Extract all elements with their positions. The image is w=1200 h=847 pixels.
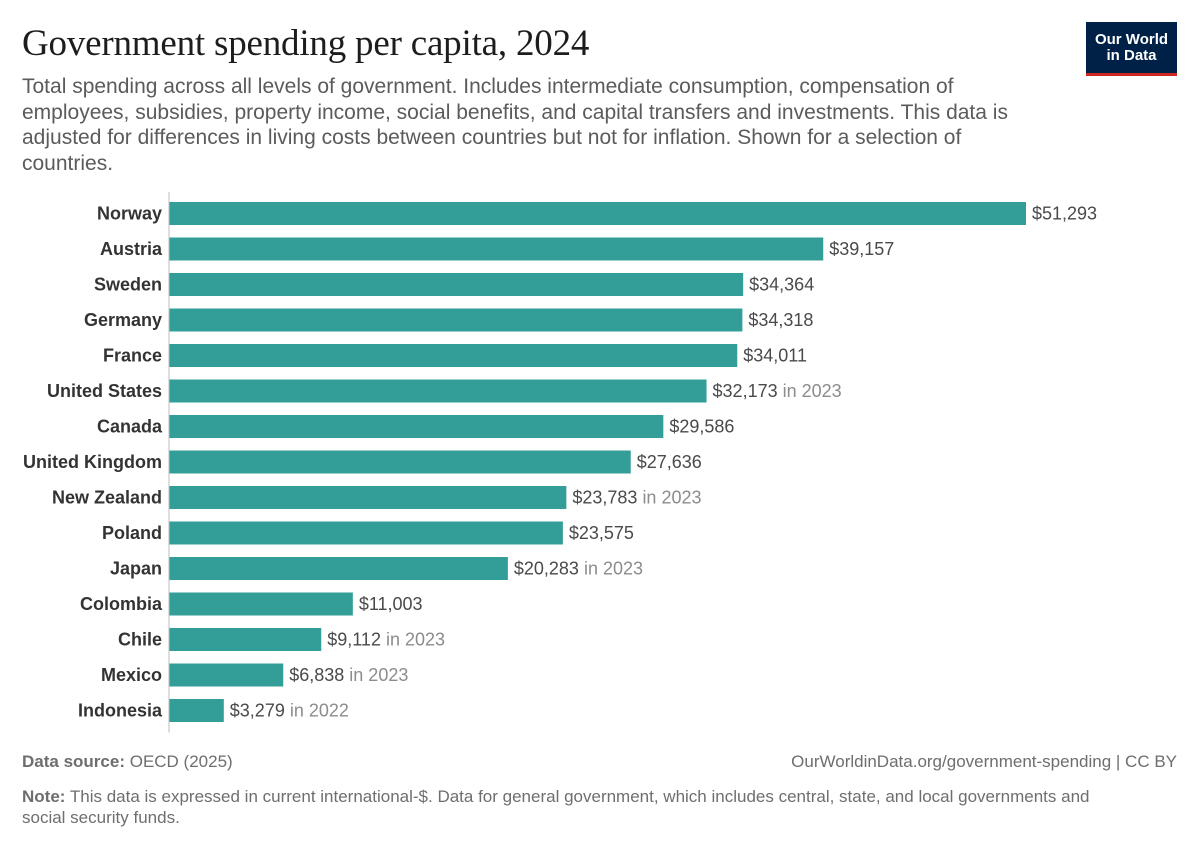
source-url[interactable]: OurWorldinData.org/government-spending |… [791, 752, 1177, 771]
value-label: $3,279 in 2022 [230, 701, 349, 721]
value-label: $9,112 in 2023 [327, 630, 445, 650]
category-label: Sweden [94, 275, 162, 295]
value-label: $39,157 [829, 239, 894, 259]
footer: Data source: OECD (2025) OurWorldinData.… [22, 752, 1177, 828]
year-note: in 2023 [349, 665, 408, 685]
bar[interactable] [169, 699, 224, 722]
chart-subtitle: Total spending across all levels of gove… [22, 75, 1008, 175]
category-label: Norway [97, 204, 162, 224]
value-label: $32,173 in 2023 [713, 381, 842, 401]
category-label: United Kingdom [23, 452, 162, 472]
data-source-link[interactable]: OECD (2025) [129, 752, 233, 771]
bar[interactable] [169, 237, 824, 261]
note-text: This data is expressed in current intern… [22, 787, 1090, 827]
bar-chart: Norway $51,293 Austria $39,157 Sweden $34,364… [23, 192, 1097, 733]
bar[interactable] [169, 202, 1026, 225]
bar[interactable] [169, 592, 353, 616]
chart-title: Government spending per capita, 2024 [22, 23, 590, 64]
value-label: $11,003 [359, 594, 423, 614]
value-label: $51,293 [1032, 204, 1097, 224]
year-note: in 2023 [783, 381, 842, 401]
bar[interactable] [169, 308, 743, 332]
bar[interactable] [169, 557, 508, 580]
bar[interactable] [169, 415, 664, 438]
owid-logo[interactable]: Our World in Data [1086, 22, 1177, 76]
category-label: Poland [102, 523, 162, 543]
category-label: Austria [100, 239, 163, 259]
category-label: Canada [97, 417, 163, 437]
data-source-label: Data source: [22, 752, 125, 771]
bar[interactable] [169, 521, 563, 545]
category-label: Germany [84, 310, 162, 330]
logo-line-2: in Data [1106, 46, 1157, 64]
value-label: $6,838 in 2023 [289, 665, 408, 685]
chart-note: Note: This data is expressed in current … [22, 786, 1132, 828]
bar[interactable] [169, 344, 738, 367]
bar[interactable] [169, 486, 567, 509]
category-label: New Zealand [52, 488, 162, 508]
year-note: in 2023 [642, 488, 701, 508]
value-label: $23,783 in 2023 [572, 488, 701, 508]
logo-line-1: Our World [1094, 30, 1169, 48]
value-label: $23,575 [569, 523, 634, 543]
category-label: Chile [118, 630, 162, 650]
bar[interactable] [169, 273, 744, 296]
value-label: $34,011 [743, 346, 807, 366]
data-source: Data source: OECD (2025) [22, 752, 233, 772]
bar[interactable] [169, 628, 322, 651]
bar[interactable] [169, 663, 284, 687]
category-label: Colombia [80, 594, 163, 614]
category-label: Mexico [101, 665, 162, 685]
year-note: in 2023 [584, 559, 643, 579]
value-label: $34,318 [748, 310, 813, 330]
bar[interactable] [169, 379, 707, 403]
value-label: $29,586 [669, 417, 734, 437]
bar[interactable] [169, 450, 631, 474]
category-label: Indonesia [78, 701, 163, 721]
note-label: Note: [22, 787, 66, 806]
year-note: in 2023 [386, 630, 445, 650]
category-label: Japan [110, 559, 162, 579]
value-label: $27,636 [637, 452, 702, 472]
value-label: $34,364 [749, 275, 814, 295]
category-label: United States [47, 381, 162, 401]
category-label: France [103, 346, 162, 366]
year-note: in 2022 [290, 701, 349, 721]
value-label: $20,283 in 2023 [514, 559, 643, 579]
